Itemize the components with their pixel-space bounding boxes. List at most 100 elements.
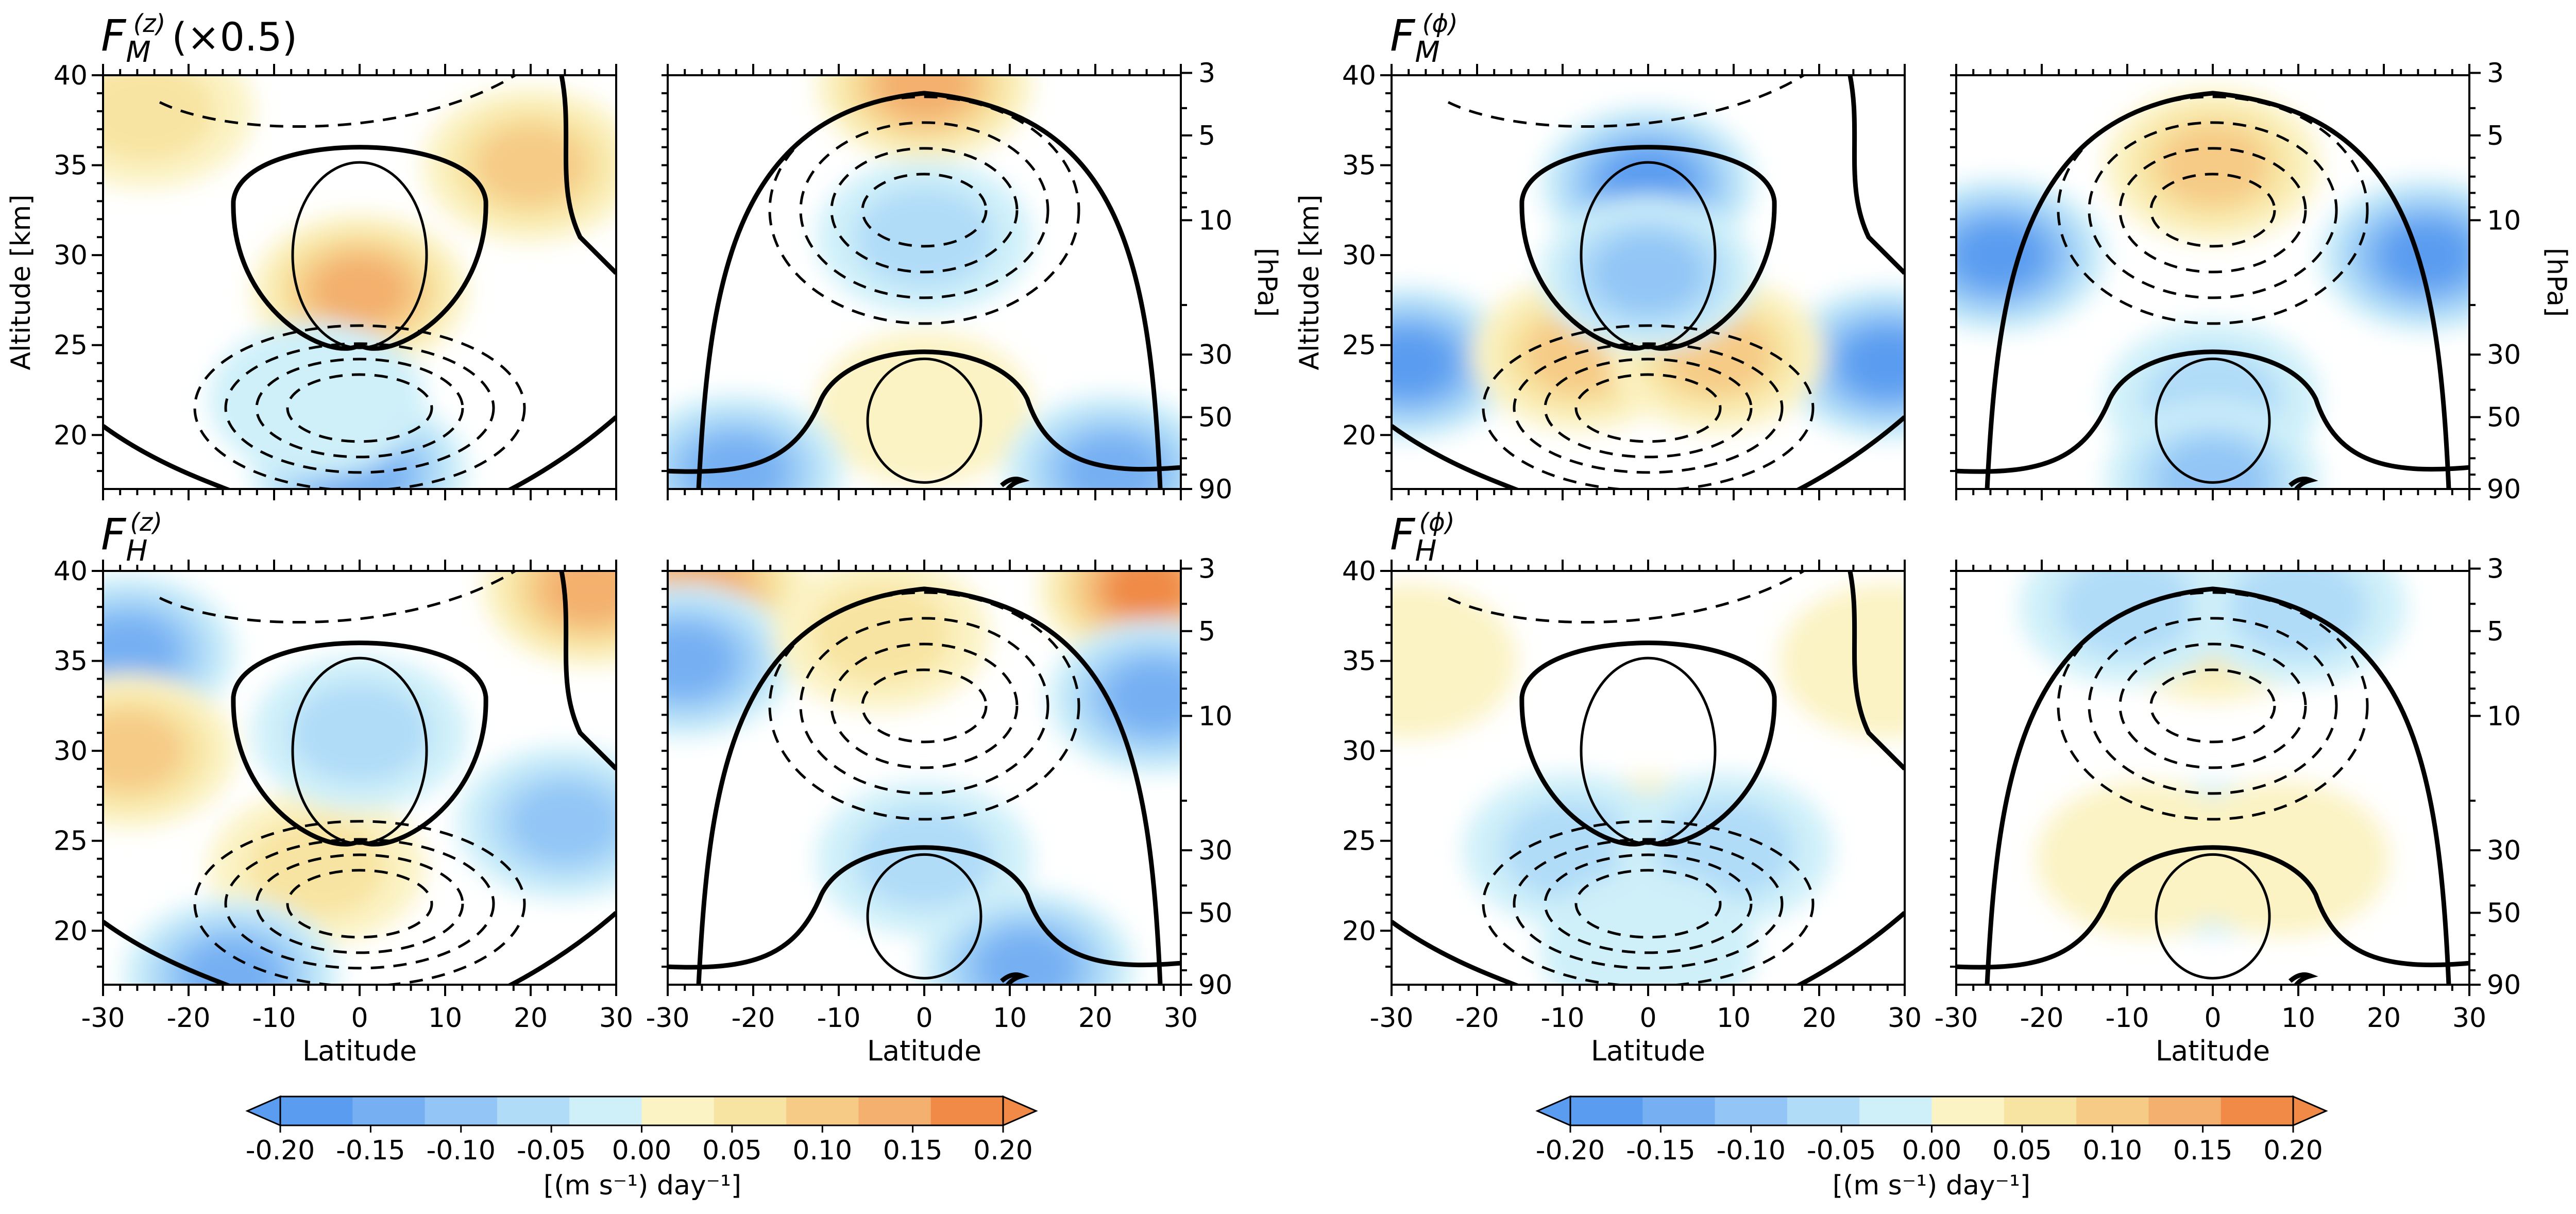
x-tick-label: 10 [2281,1003,2315,1034]
ticks [1950,560,2481,996]
contour-dashed-1 [1482,324,1815,489]
panel-8: 3 5 10 30 50 90 -30 -20 -10 0 10 20 30 [1935,554,2521,1034]
contour-thick-bottom-arch [1956,349,2469,474]
field-blob-7-level-4 [979,932,1074,985]
colorbar-segment-6 [641,1097,715,1125]
contours [668,586,1181,985]
colorbar-segment-4 [1787,1097,1860,1125]
contour-dashed-1 [193,820,526,985]
contour-thick-low-right [1794,415,1905,489]
x-tick-label: 30 [599,1003,633,1034]
contour-dashed-2 [224,342,495,474]
contour-dashed-1 [2057,95,2369,325]
x-tick-label: 0 [2204,1003,2221,1034]
y-tick-label: 35 [1342,646,1376,677]
colorbar-tick-label: 0.15 [2173,1135,2233,1166]
panel-field [1392,571,1905,985]
x-tick-label: 10 [1717,1003,1751,1034]
contours [1956,91,2469,489]
y-tick-label: 25 [1342,330,1376,361]
field-blob-5-level-3 [2158,440,2268,489]
contour-dashed-2 [799,617,1049,795]
colorbar-right: -0.20 -0.15 -0.10 -0.05 0.00 0.05 0.10 0.15 0.20 [1535,1095,2328,1166]
colorbar-tick-label: 0.00 [1902,1135,1962,1166]
colorbar-left: -0.20 -0.15 -0.10 -0.05 0.00 0.05 0.10 0.15 0.20 [245,1095,1038,1166]
colorbar-tick-label: 0.05 [1992,1135,2052,1166]
x-tick-label: -30 [1370,1003,1414,1034]
colorbar-tick-label: -0.15 [1626,1135,1696,1166]
x-tick-label: 30 [1888,1003,1922,1034]
colorbar-tick-label: 0.20 [973,1135,1033,1166]
y-tick-label: 35 [54,150,88,181]
y-tick-label: 20 [1342,420,1376,451]
y-tick-label: 30 [54,736,88,767]
x-tick-label: -20 [732,1003,775,1034]
contour-inner-loop [1580,161,1717,349]
p-tick-label: 5 [2487,616,2504,647]
p-tick-label: 5 [2487,121,2504,151]
field-blob-2-level-5 [1957,224,2041,286]
contour-dashed-2 [799,121,1049,299]
x-tick-label: 20 [1078,1003,1112,1034]
contour-thick-outer [696,91,1163,489]
y-tick-label: 40 [54,60,88,91]
contour-dashed-3 [2119,643,2307,769]
x-tick-label: -20 [167,1003,211,1034]
contour-dashed-2 [2088,617,2338,795]
ticks [1380,560,1906,996]
ticks [92,560,617,996]
x-tick-label: 20 [1802,1003,1836,1034]
x-tick-label: 10 [428,1003,462,1034]
p-tick-label: 5 [1198,616,1215,647]
contour-thick-outer [1985,91,2451,489]
contour-dashed-top [159,571,516,624]
colorbar-tick-label: 0.20 [2263,1135,2323,1166]
panel-7: 20 25 30 35 40 -30 -20 -10 0 10 20 30 [1342,556,1922,1034]
x-tick-label: -30 [646,1003,690,1034]
latitude-label-3: Latitude [1591,1035,1705,1067]
colorbar-arrow-high [2292,1095,2328,1127]
contour-dashed-2 [224,838,495,970]
x-tick-label: -20 [2020,1003,2064,1034]
colorbar-tick-label: -0.05 [1807,1135,1876,1166]
contour-dashed-1 [768,95,1080,325]
p-tick-label: 30 [1198,835,1232,866]
contour-dashed-top [159,75,516,128]
panel-field [103,571,616,985]
contours [1392,571,1905,985]
p-tick-label: 50 [2487,402,2521,433]
y-tick-label: 40 [54,556,88,587]
field-blob-3-level-2 [2228,571,2369,657]
colorbar-segment-10 [930,1097,1004,1125]
colorbar-label-right: [(m s⁻¹) day⁻¹] [1833,1170,2030,1201]
contours [1392,75,1905,489]
panel-field [668,75,1181,489]
colorbar-segment-7 [714,1097,787,1125]
contour-small-hook [999,477,1030,489]
p-tick-label: 90 [2487,474,2521,505]
colorbar-segment-8 [786,1097,859,1125]
field-blob-1-level-4 [877,75,972,119]
field-blob-6-level-1 [2173,781,2389,936]
x-tick-label: 30 [2452,1003,2486,1034]
colorbar-segment-5 [1859,1097,1932,1125]
x-tick-label: 20 [514,1003,548,1034]
field-blob-4-level-4 [1108,663,1181,731]
field-blob-5-level-3 [510,783,616,863]
p-tick-label: 50 [1198,898,1232,929]
p-tick-label: 3 [1198,58,1215,89]
contour-small-hook [2288,972,2318,985]
panel-field [1956,75,2469,489]
y-tick-label: 40 [1342,556,1376,587]
contour-inner-loop [1580,656,1717,845]
x-tick-label: -10 [252,1003,296,1034]
pressure-label-right: [hPa] [2541,248,2572,317]
colorbar-arrow-low [245,1095,281,1127]
latitude-label-1: Latitude [302,1035,417,1067]
p-tick-label: 3 [1198,554,1215,585]
p-tick-label: 90 [2487,970,2521,1001]
field-blob-2-level-3 [476,125,586,205]
colorbar-segment-5 [569,1097,642,1125]
panel-3: 20 25 30 35 40 [1342,60,1906,500]
contour-thick-bottom-arch [668,349,1181,474]
